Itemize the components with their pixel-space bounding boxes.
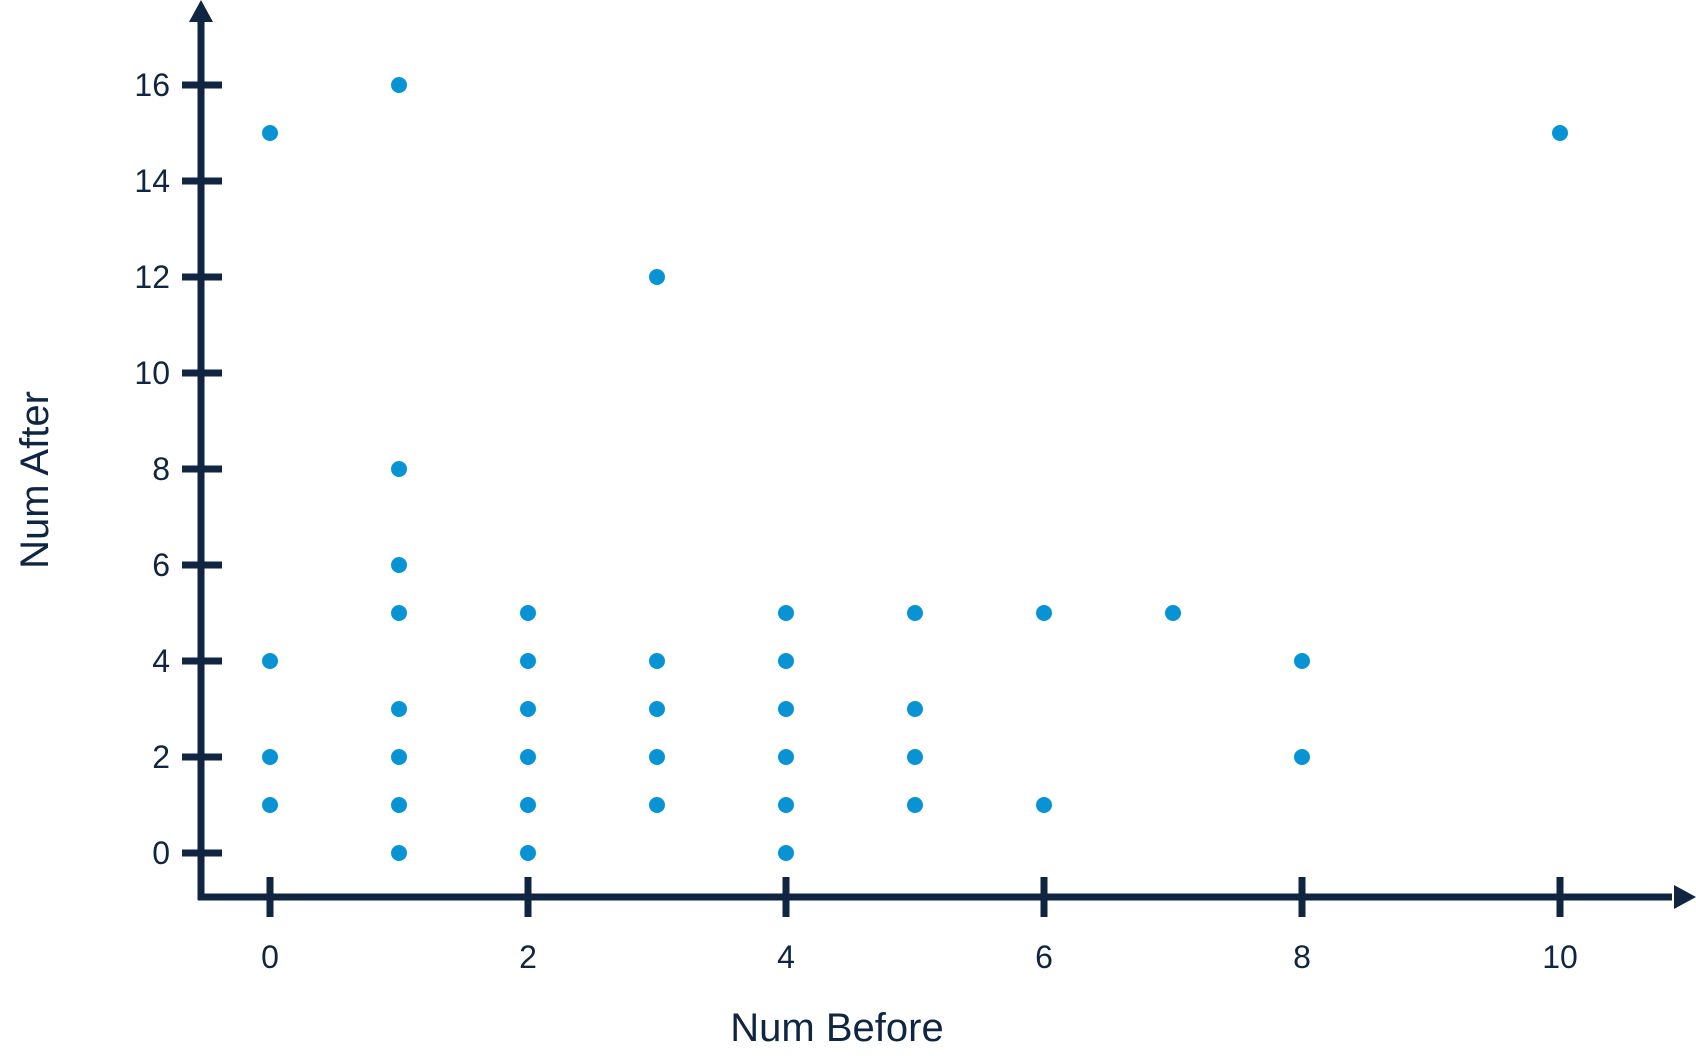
data-point <box>778 653 794 669</box>
data-point <box>391 461 407 477</box>
y-tick-label: 2 <box>152 739 170 775</box>
data-point <box>778 749 794 765</box>
y-axis-arrow-icon <box>189 0 213 22</box>
x-tick-label: 8 <box>1293 939 1311 975</box>
data-point <box>391 845 407 861</box>
data-point <box>520 845 536 861</box>
data-point <box>262 797 278 813</box>
data-point <box>649 653 665 669</box>
data-point <box>391 797 407 813</box>
x-tick-label: 10 <box>1542 939 1578 975</box>
data-point <box>520 797 536 813</box>
data-point <box>778 701 794 717</box>
data-point <box>520 653 536 669</box>
data-point <box>1036 797 1052 813</box>
x-axis-title: Num Before <box>730 1006 943 1050</box>
data-point <box>649 701 665 717</box>
data-point <box>391 557 407 573</box>
y-tick-label: 14 <box>134 163 170 199</box>
y-axis-title: Num After <box>13 391 57 569</box>
x-tick-label: 4 <box>777 939 795 975</box>
data-point <box>907 797 923 813</box>
data-point <box>907 749 923 765</box>
data-point <box>649 797 665 813</box>
y-tick-label: 4 <box>152 643 170 679</box>
data-point <box>1552 125 1568 141</box>
data-point <box>520 605 536 621</box>
x-axis: 0 2 4 6 8 10 <box>198 877 1696 975</box>
x-tick-label: 6 <box>1035 939 1053 975</box>
data-point <box>262 653 278 669</box>
x-tick-label: 0 <box>261 939 279 975</box>
data-point <box>520 701 536 717</box>
data-point <box>1294 749 1310 765</box>
data-point <box>1036 605 1052 621</box>
data-point <box>262 125 278 141</box>
y-axis: 0 2 4 6 8 10 12 14 16 <box>134 0 222 900</box>
y-tick-label: 16 <box>134 67 170 103</box>
y-tick-label: 12 <box>134 259 170 295</box>
y-tick-label: 10 <box>134 355 170 391</box>
data-point <box>391 701 407 717</box>
data-point <box>778 845 794 861</box>
data-point <box>262 749 278 765</box>
y-tick-label: 8 <box>152 451 170 487</box>
data-point <box>778 605 794 621</box>
data-point <box>520 749 536 765</box>
data-point <box>778 797 794 813</box>
data-point <box>907 701 923 717</box>
data-point <box>1294 653 1310 669</box>
data-points <box>262 77 1568 861</box>
data-point <box>649 269 665 285</box>
data-point <box>1165 605 1181 621</box>
y-tick-label: 6 <box>152 547 170 583</box>
data-point <box>649 749 665 765</box>
data-point <box>391 77 407 93</box>
x-axis-arrow-icon <box>1674 885 1696 909</box>
data-point <box>907 605 923 621</box>
data-point <box>391 749 407 765</box>
y-tick-label: 0 <box>152 835 170 871</box>
x-tick-label: 2 <box>519 939 537 975</box>
data-point <box>391 605 407 621</box>
